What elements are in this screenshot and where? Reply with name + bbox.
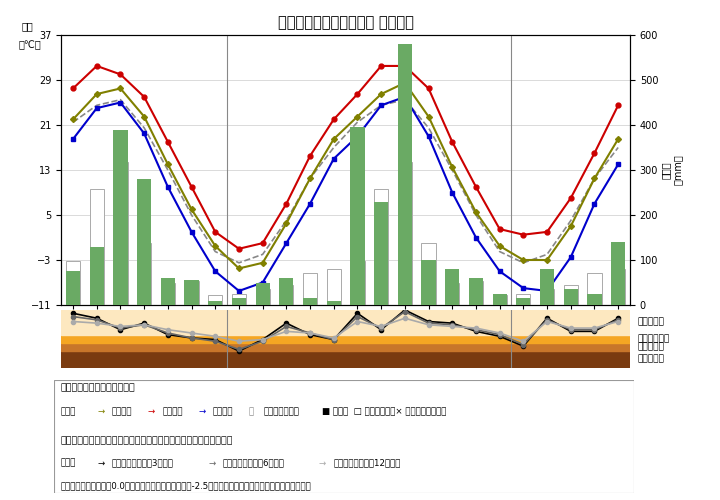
Text: 平均気温: 平均気温 (112, 407, 132, 416)
Bar (540, 269, 554, 305)
Text: 気温: 気温 (22, 22, 33, 32)
Bar (540, 289, 554, 305)
Bar (303, 272, 317, 305)
Bar (161, 278, 175, 305)
Bar (113, 130, 127, 305)
Bar (61, 343, 630, 351)
Bar (327, 300, 341, 305)
Bar (445, 283, 459, 305)
Bar (89, 246, 104, 305)
Bar (232, 298, 246, 305)
Bar (492, 295, 507, 305)
Bar (137, 179, 151, 305)
Bar (588, 272, 601, 305)
Bar (184, 281, 199, 305)
Bar (279, 285, 294, 305)
Bar (137, 243, 151, 305)
Bar (351, 127, 364, 305)
Bar (564, 289, 578, 305)
Bar (351, 261, 364, 305)
Bar (61, 310, 630, 334)
Bar (161, 283, 175, 305)
Bar (516, 294, 531, 305)
Bar (397, 44, 412, 305)
Text: 極端な乾燥: 極端な乾燥 (637, 355, 664, 364)
Bar (421, 260, 436, 305)
Text: 凡例）: 凡例） (61, 459, 76, 468)
Text: 標準化降水指数（3か月）: 標準化降水指数（3か月） (112, 459, 174, 468)
Text: →: → (319, 459, 326, 468)
Bar (445, 269, 459, 305)
Bar (397, 162, 412, 305)
Bar (492, 294, 507, 305)
Bar (232, 294, 246, 305)
Bar (469, 278, 483, 305)
Text: →: → (97, 459, 104, 468)
Text: 下図：標準化降水指数から見積もられた，乾燥の程度を示すグラフ: 下図：標準化降水指数から見積もられた，乾燥の程度を示すグラフ (61, 436, 233, 445)
Y-axis label: 降水量
（mm）: 降水量 （mm） (661, 154, 683, 186)
Text: →: → (208, 459, 215, 468)
Text: 軽度の乾燥: 軽度の乾燥 (637, 318, 664, 327)
Bar (374, 189, 388, 305)
Text: （℃）: （℃） (19, 40, 41, 50)
Text: 著しい乾燥: 著しい乾燥 (637, 342, 664, 351)
Text: 中程度の乾燥: 中程度の乾燥 (637, 334, 670, 343)
Bar (611, 242, 625, 305)
Bar (256, 289, 270, 305)
Bar (327, 269, 341, 305)
Bar (611, 269, 625, 305)
Bar (61, 351, 630, 368)
Text: 最低気温: 最低気温 (213, 407, 233, 416)
Text: 上図：気温・降水量のグラフ: 上図：気温・降水量のグラフ (61, 384, 135, 392)
Text: →: → (148, 407, 155, 416)
Bar (208, 300, 222, 305)
Bar (516, 298, 531, 305)
Text: 2022: 2022 (344, 324, 371, 334)
Text: 平均気温平年値: 平均気温平年値 (264, 407, 299, 416)
Bar (256, 282, 270, 305)
Text: →: → (198, 407, 206, 416)
Text: 標準化降水指数（12か月）: 標準化降水指数（12か月） (333, 459, 401, 468)
Text: 凡例）: 凡例） (61, 407, 76, 416)
Bar (66, 261, 80, 305)
Text: 注）標準化降水指数が0.0以上の場合はグラフ上端に，-2.5以下の場合はグラフ下端にプロットしている: 注）標準化降水指数が0.0以上の場合はグラフ上端に，-2.5以下の場合はグラフ下… (61, 481, 312, 490)
Bar (564, 285, 578, 305)
Bar (113, 162, 127, 305)
Text: 最高気温: 最高気温 (163, 407, 183, 416)
Text: 標準化降水指数（6か月）: 標準化降水指数（6か月） (222, 459, 284, 468)
Bar (303, 298, 317, 305)
Text: 2021: 2021 (131, 324, 158, 334)
Bar (89, 189, 104, 305)
Bar (588, 294, 601, 305)
Bar (279, 278, 294, 305)
Bar (421, 243, 436, 305)
Title: ソウル［ソウル特別市］ 大韓民国: ソウル［ソウル特別市］ 大韓民国 (278, 14, 413, 30)
Bar (184, 280, 199, 305)
Text: →: → (97, 407, 104, 416)
Bar (61, 334, 630, 343)
Bar (66, 271, 80, 305)
Text: 2023: 2023 (570, 324, 595, 334)
Bar (208, 295, 222, 305)
Bar (374, 202, 388, 305)
Bar (469, 281, 483, 305)
Text: －: － (248, 407, 254, 416)
Text: ■ 降水量  □ 降水量平年値× 値なし（降水量）: ■ 降水量 □ 降水量平年値× 値なし（降水量） (322, 407, 446, 416)
